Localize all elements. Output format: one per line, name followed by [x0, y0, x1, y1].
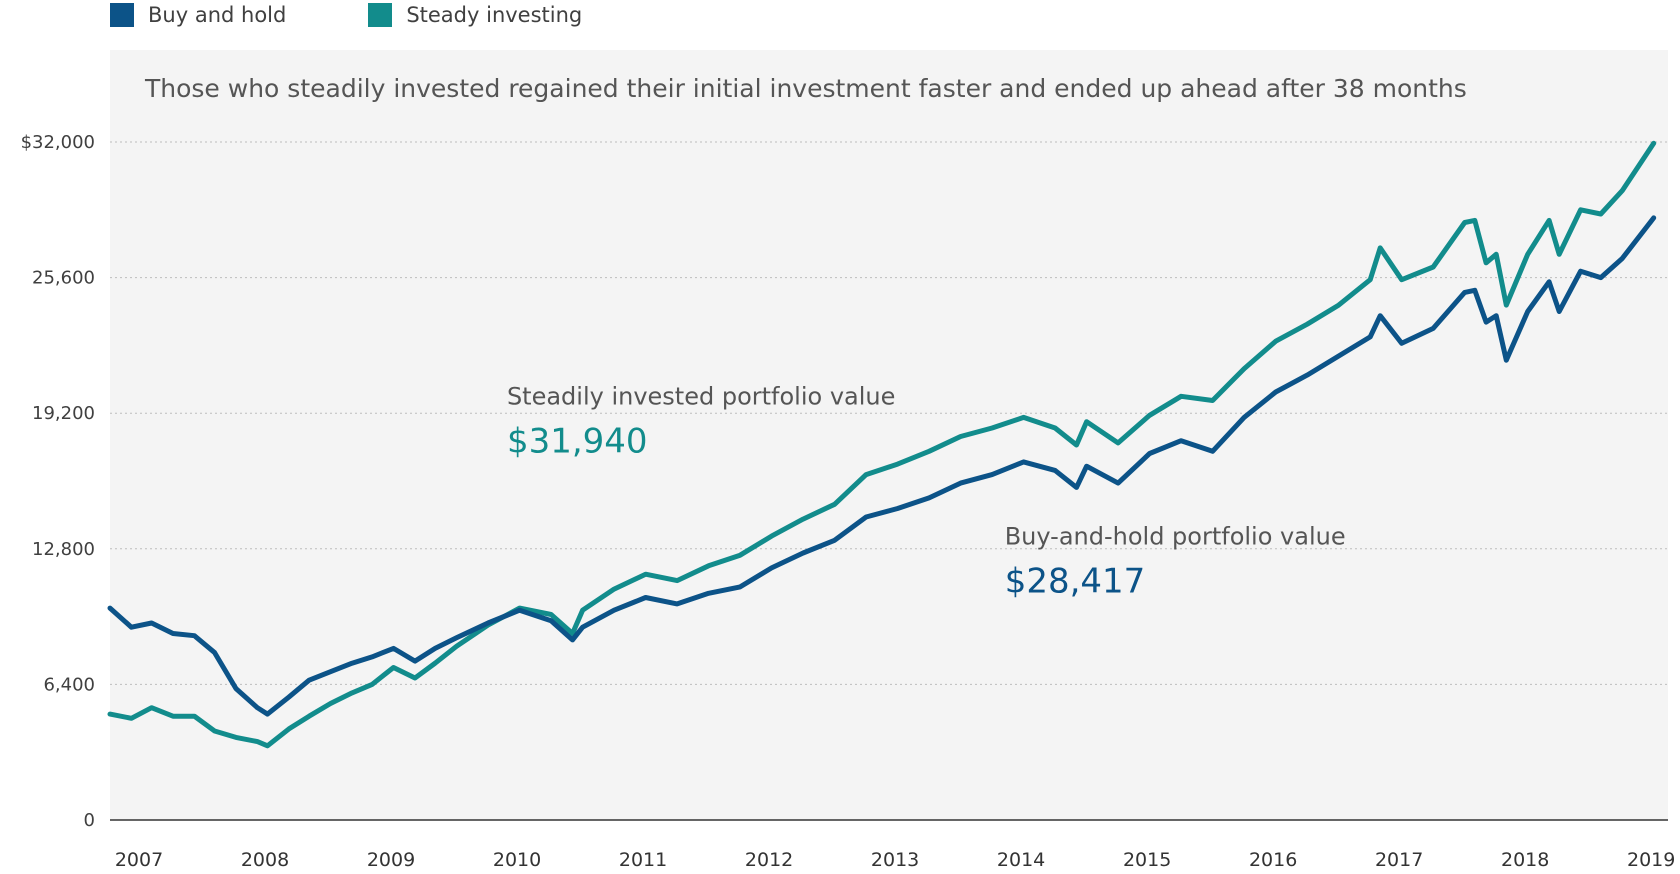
legend-label-steady-investing: Steady investing	[406, 3, 583, 27]
series-line-steady-investing	[107, 140, 1657, 749]
legend-label-buy-and-hold: Buy and hold	[148, 3, 287, 27]
legend-swatch-buy-and-hold	[110, 3, 134, 27]
legend-item-steady-investing: Steady investing	[368, 3, 582, 27]
series-line-buy-and-hold	[107, 215, 1657, 717]
annotation-label: Steadily invested portfolio value	[507, 383, 895, 411]
x-axis-ticks: 2007 2008 2009 2010 2011 2012 2013 2014 2015 2016…	[115, 849, 1676, 871]
legend-item-buy-and-hold: Buy and hold	[110, 3, 286, 27]
y-tick-label: 6,400	[43, 674, 95, 695]
annotations: Steadily invested portfolio value $31,940…	[507, 383, 1346, 602]
x-tick-label: 2011	[619, 849, 667, 871]
x-tick-label: 2018	[1501, 849, 1549, 871]
plot-background	[110, 50, 1668, 820]
annotation-value: $31,940	[507, 422, 648, 462]
x-tick-label: 2015	[1123, 849, 1171, 871]
annotation-value: $28,417	[1005, 562, 1146, 602]
x-tick-label: 2009	[367, 849, 415, 871]
y-tick-label: 0	[84, 810, 95, 831]
x-tick-label: 2013	[871, 849, 919, 871]
x-tick-label: 2008	[241, 849, 289, 871]
x-tick-label: 2014	[997, 849, 1045, 871]
y-tick-label: 25,600	[32, 268, 95, 289]
legend-swatch-steady-investing	[368, 3, 393, 27]
x-tick-label: 2017	[1375, 849, 1423, 871]
x-tick-label: 2010	[493, 849, 541, 871]
y-tick-label: 19,200	[32, 403, 95, 424]
x-tick-label: 2007	[115, 849, 163, 871]
y-axis-ticks: 0 6,400 12,800 19,200 25,600 $32,000	[21, 132, 95, 831]
x-tick-label: 2016	[1249, 849, 1297, 871]
x-tick-label: 2019	[1627, 849, 1675, 871]
series-lines	[107, 140, 1657, 749]
y-tick-label: 12,800	[32, 539, 95, 560]
x-tick-label: 2012	[745, 849, 793, 871]
chart-subtitle: Those who steadily invested regained the…	[144, 74, 1467, 103]
legend: Buy and hold Steady investing	[110, 0, 664, 30]
annotation-label: Buy-and-hold portfolio value	[1005, 523, 1346, 551]
y-tick-label: $32,000	[21, 132, 95, 153]
